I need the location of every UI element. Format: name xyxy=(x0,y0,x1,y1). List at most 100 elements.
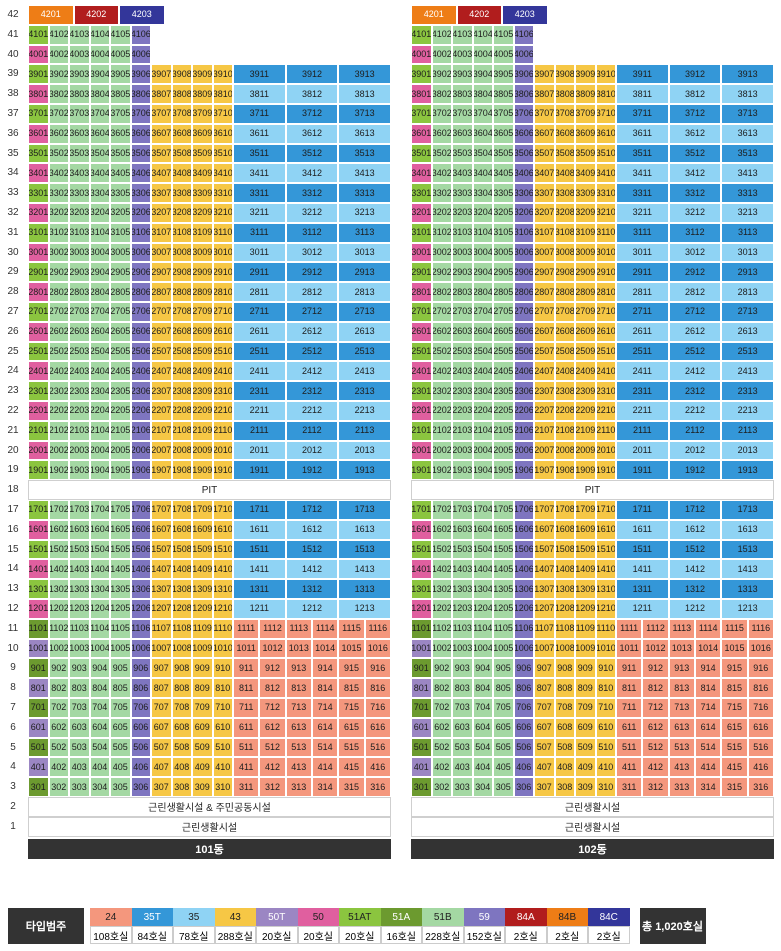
unit-cell: 316 xyxy=(747,777,774,797)
unit-cell: 703 xyxy=(452,698,473,718)
unit-cell: 2406 xyxy=(513,361,534,382)
unit-cell: 1102 xyxy=(431,618,452,639)
legend-count: 78호실 xyxy=(173,926,215,944)
unit-cell: 1512 xyxy=(668,539,722,560)
unit-cell: 614 xyxy=(312,717,339,738)
pit-bar: PIT xyxy=(28,480,391,500)
unit-cell: 1704 xyxy=(472,500,493,520)
unit-cell: 512 xyxy=(642,737,669,758)
unit-cell: 1903 xyxy=(69,460,90,481)
unit-cell: 3301 xyxy=(28,183,49,203)
unit-cell: 413 xyxy=(285,757,312,778)
legend-count: 2호실 xyxy=(546,926,588,944)
unit-cell: 2305 xyxy=(493,381,514,401)
unit-cell: 502 xyxy=(431,737,452,758)
unit-cell: 3013 xyxy=(338,242,391,263)
unit-cell: 2307 xyxy=(534,381,555,401)
unit-cell: 4105 xyxy=(110,24,131,45)
unit-cell: 1213 xyxy=(338,599,391,619)
unit-cell: 914 xyxy=(312,658,339,679)
unit-cell: 2106 xyxy=(513,420,534,441)
unit-cell: 1206 xyxy=(130,599,151,619)
unit-cell: 3110 xyxy=(595,222,616,243)
unit-cell: 3206 xyxy=(513,203,534,223)
unit-cell: 1607 xyxy=(534,519,555,540)
unit-cell: 714 xyxy=(312,698,339,718)
unit-cell: 1113 xyxy=(285,618,312,639)
unit-cell: 2601 xyxy=(411,321,432,342)
unit-cell: 2205 xyxy=(493,401,514,421)
unit-cell: 3309 xyxy=(192,183,213,203)
unit-cell: 3410 xyxy=(595,163,616,184)
unit-cell: 3008 xyxy=(554,242,575,263)
unit-cell: 3607 xyxy=(534,123,555,144)
unit-cell: 908 xyxy=(171,658,192,679)
unit-cell: 1711 xyxy=(616,500,669,520)
unit-cell: 3605 xyxy=(110,123,131,144)
unit-cell: 3512 xyxy=(668,143,722,164)
unit-cell: 3904 xyxy=(472,64,493,85)
unit-cell: 1604 xyxy=(89,519,110,540)
unit-cell: 3903 xyxy=(452,64,473,85)
unit-cell: 904 xyxy=(89,658,110,679)
unit-cell: 612 xyxy=(642,717,669,738)
unit-cell: 516 xyxy=(747,737,774,758)
unit-cell: 2911 xyxy=(616,262,669,283)
unit-cell: 3207 xyxy=(151,203,172,223)
unit-cell: 2303 xyxy=(452,381,473,401)
unit-cell: 4006 xyxy=(513,44,534,65)
unit-cell: 411 xyxy=(233,757,260,778)
unit-cell: 909 xyxy=(192,658,213,679)
unit-cell: 3113 xyxy=(338,222,391,243)
unit-cell: 1411 xyxy=(233,559,286,580)
unit-cell: 3710 xyxy=(212,104,233,124)
unit-cell: 309 xyxy=(192,777,213,797)
unit-cell: 1608 xyxy=(554,519,575,540)
unit-cell: 2903 xyxy=(69,262,90,283)
unit-cell: 1705 xyxy=(493,500,514,520)
unit-cell: 2312 xyxy=(285,381,339,401)
unit-cell: 3810 xyxy=(212,84,233,104)
unit-cell: 3405 xyxy=(110,163,131,184)
unit-cell: 403 xyxy=(69,757,90,778)
unit-cell: 316 xyxy=(364,777,391,797)
unit-cell: 1507 xyxy=(534,539,555,560)
unit-cell: 3606 xyxy=(513,123,534,144)
unit-cell: 1406 xyxy=(130,559,151,580)
unit-cell: 1612 xyxy=(285,519,339,540)
unit-cell: 3012 xyxy=(285,242,339,263)
unit-cell: 2808 xyxy=(554,282,575,302)
unit-cell: 1911 xyxy=(233,460,286,481)
unit-cell: 809 xyxy=(192,678,213,698)
unit-cell: 407 xyxy=(534,757,555,778)
unit-cell: 2713 xyxy=(338,302,391,322)
unit-cell: 3608 xyxy=(171,123,192,144)
unit-cell: 3201 xyxy=(28,203,49,223)
unit-cell: 2411 xyxy=(233,361,286,382)
unit-cell: 1405 xyxy=(493,559,514,580)
unit-cell: 2407 xyxy=(534,361,555,382)
unit-cell: 3911 xyxy=(616,64,669,85)
unit-cell: 2313 xyxy=(338,381,391,401)
unit-cell: 3411 xyxy=(233,163,286,184)
unit-cell: 3801 xyxy=(28,84,49,104)
unit-cell: 2503 xyxy=(69,341,90,362)
unit-cell: 4006 xyxy=(130,44,151,65)
unit-cell: 915 xyxy=(338,658,365,679)
unit-cell: 403 xyxy=(452,757,473,778)
unit-cell: 1114 xyxy=(312,618,339,639)
unit-cell: 1012 xyxy=(259,638,286,659)
unit-cell: 313 xyxy=(668,777,695,797)
unit-cell: 412 xyxy=(642,757,669,778)
unit-cell: 3003 xyxy=(69,242,90,263)
unit-cell: 1007 xyxy=(151,638,172,659)
floor-number: 26 xyxy=(7,325,19,337)
unit-cell: 1009 xyxy=(192,638,213,659)
unit-cell: 2301 xyxy=(28,381,49,401)
unit-cell: 1611 xyxy=(616,519,669,540)
unit-cell: 3011 xyxy=(616,242,669,263)
unit-cell: 2006 xyxy=(513,440,534,461)
unit-cell: 1603 xyxy=(69,519,90,540)
unit-cell: 1507 xyxy=(151,539,172,560)
unit-cell: 3209 xyxy=(192,203,213,223)
